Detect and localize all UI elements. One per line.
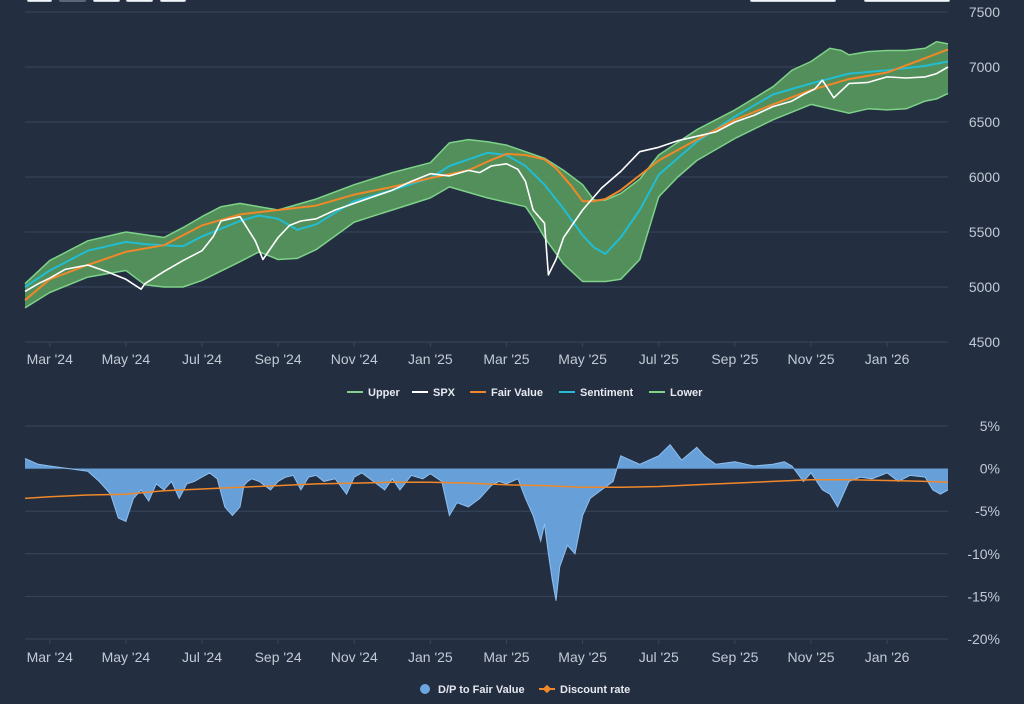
chart-panel-0: 4500 5000 5500 6000 6500 7000 7500 Mar '24 May '… <box>24 4 1000 399</box>
x-tick-label: Sep '25 <box>711 351 758 367</box>
range-button-4[interactable] <box>126 0 153 2</box>
x-tick-label: Sep '24 <box>255 649 302 665</box>
x-tick-label: Nov '25 <box>787 649 834 665</box>
x-tick-label: May '25 <box>558 649 607 665</box>
x-tick-label: Jul '24 <box>182 649 222 665</box>
x-tick-label: Mar '24 <box>27 351 73 367</box>
legend-label: Sentiment <box>580 387 634 399</box>
x-tick-label: Jan '25 <box>408 649 453 665</box>
series-dp-line <box>24 443 949 601</box>
range-button-1[interactable] <box>27 0 52 2</box>
legend-label: Discount rate <box>560 684 630 696</box>
legend-label: Lower <box>670 387 703 399</box>
band-area <box>25 42 948 308</box>
series-lower <box>24 92 949 309</box>
series-sentiment <box>24 60 949 288</box>
series-upper <box>24 40 949 285</box>
x-tick-label: Jan '26 <box>865 351 910 367</box>
x-tick-label: Mar '24 <box>27 649 73 665</box>
y-tick-label: 7500 <box>969 4 1000 20</box>
y-tick-label: 6500 <box>969 114 1000 130</box>
y-tick-label: 5500 <box>969 224 1000 240</box>
date-to-input[interactable] <box>864 0 950 2</box>
x-tick-label: May '25 <box>558 351 607 367</box>
range-button-3[interactable] <box>93 0 120 2</box>
series-dp-area <box>25 444 948 601</box>
x-tick-label: Jul '24 <box>182 351 222 367</box>
range-button-2[interactable] <box>59 0 86 2</box>
legend-label: Upper <box>368 387 401 399</box>
legend-label: Fair Value <box>491 387 543 399</box>
x-tick-label: Sep '24 <box>255 351 302 367</box>
series-discount-rate <box>24 478 949 500</box>
y-tick-label: 7000 <box>969 59 1000 75</box>
top-controls <box>0 0 1024 6</box>
x-tick-label: Jan '25 <box>408 351 453 367</box>
x-tick-label: May '24 <box>102 649 151 665</box>
y-tick-label: -10% <box>967 546 1000 562</box>
x-tick-label: Nov '24 <box>331 351 378 367</box>
chart-panel-1: 5% 0% -5% -10% -15% -20% Mar '24 May '24 Jul '24… <box>24 418 1000 696</box>
y-tick-label: 6000 <box>969 169 1000 185</box>
x-tick-label: Jul '25 <box>639 351 679 367</box>
x-tick-label: Jul '25 <box>639 649 679 665</box>
x-tick-label: Mar '25 <box>483 649 529 665</box>
legend-icon-marker <box>542 684 552 694</box>
y-tick-label: 5% <box>980 418 1000 434</box>
x-tick-label: Mar '25 <box>483 351 529 367</box>
date-from-input[interactable] <box>750 0 836 2</box>
legend-icon <box>420 684 430 694</box>
y-tick-label: 0% <box>980 461 1000 477</box>
x-tick-label: Jan '26 <box>865 649 910 665</box>
series-fair-value <box>24 48 949 301</box>
range-button-5[interactable] <box>160 0 186 2</box>
x-tick-label: May '24 <box>102 351 151 367</box>
y-tick-label: -20% <box>967 631 1000 647</box>
y-tick-label: 5000 <box>969 279 1000 295</box>
legend-label: SPX <box>433 387 456 399</box>
x-tick-label: Nov '25 <box>787 351 834 367</box>
x-tick-label: Sep '25 <box>711 649 758 665</box>
x-tick-label: Nov '24 <box>331 649 378 665</box>
y-tick-label: 4500 <box>969 334 1000 350</box>
y-tick-label: -5% <box>975 503 1000 519</box>
series-spx <box>24 66 949 293</box>
legend-label: D/P to Fair Value <box>438 684 525 696</box>
y-tick-label: -15% <box>967 588 1000 604</box>
